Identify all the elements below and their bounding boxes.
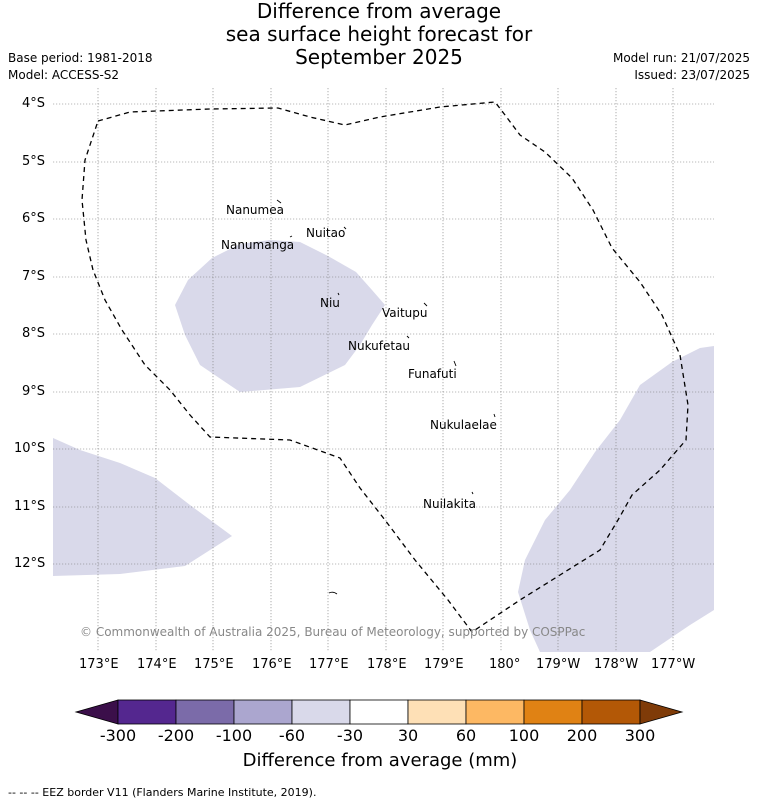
map-title: Difference from average sea surface heig… bbox=[0, 0, 758, 69]
lon-label-175e: 175°E bbox=[194, 657, 234, 672]
title-line-2: sea surface height forecast for bbox=[225, 22, 533, 46]
colorbar-extend-high bbox=[639, 699, 684, 725]
colorbar-bin bbox=[349, 699, 409, 725]
model-text: Model: ACCESS-S2 bbox=[8, 68, 120, 82]
colorbar-bin bbox=[117, 699, 177, 725]
colorbar-tick-label: 30 bbox=[397, 726, 419, 745]
place-label-nuilakita: Nuilakita bbox=[423, 497, 476, 511]
island-nanumea-marker bbox=[276, 199, 282, 204]
place-label-nukufetau: Nukufetau bbox=[348, 339, 411, 353]
island-nuilakita-marker bbox=[471, 491, 474, 495]
lon-label-178w: 178°W bbox=[594, 657, 639, 672]
colorbar-tick-label: -300 bbox=[99, 726, 137, 745]
lat-label-12s: 12°S bbox=[14, 556, 46, 571]
colorbar-bin bbox=[581, 699, 641, 725]
lon-label-178e: 178°E bbox=[367, 657, 407, 672]
island-niu-marker bbox=[337, 292, 340, 296]
lon-label-176e: 176°E bbox=[252, 657, 292, 672]
colorbar-extend-low bbox=[74, 699, 119, 725]
model-run-text: Model run: 21/07/2025 bbox=[612, 51, 750, 65]
colorbar-tick-label: -100 bbox=[215, 726, 253, 745]
lat-label-5s: 5°S bbox=[22, 154, 46, 169]
lon-label-179w: 179°W bbox=[536, 657, 581, 672]
anomaly-region-southwest bbox=[53, 438, 232, 576]
island-vaitupu-marker bbox=[423, 302, 428, 307]
base-period-text: Base period: 1981-2018 bbox=[8, 51, 153, 65]
eez-footnote: -- -- -- EEZ border V11 (Flanders Marine… bbox=[8, 786, 317, 799]
colorbar bbox=[74, 699, 684, 725]
anomaly-region-central bbox=[175, 240, 385, 392]
island-nanumanga-marker bbox=[289, 235, 293, 238]
lat-label-7s: 7°S bbox=[22, 269, 46, 284]
lat-label-4s: 4°S bbox=[22, 96, 46, 111]
title-line-3: September 2025 bbox=[295, 45, 463, 69]
title-line-1: Difference from average bbox=[256, 0, 502, 23]
copyright-notice: © Commonwealth of Australia 2025, Bureau… bbox=[80, 625, 586, 639]
lon-label-174e: 174°E bbox=[137, 657, 177, 672]
colorbar-tick-label: 200 bbox=[566, 726, 598, 745]
lat-label-11s: 11°S bbox=[14, 499, 46, 514]
colorbar-bin bbox=[291, 699, 351, 725]
colorbar-bin bbox=[465, 699, 525, 725]
place-label-nanumea: Nanumea bbox=[226, 203, 284, 217]
place-label-nukulaelae: Nukulaelae bbox=[430, 418, 497, 432]
island-nukufetau-marker bbox=[406, 335, 410, 339]
colorbar-bin bbox=[175, 699, 235, 725]
gridlines bbox=[53, 88, 714, 652]
colorbar-tick-label: -200 bbox=[157, 726, 195, 745]
reef-marker bbox=[328, 591, 338, 595]
lat-label-6s: 6°S bbox=[22, 211, 46, 226]
issued-text: Issued: 23/07/2025 bbox=[634, 68, 750, 82]
lon-label-179e: 179°E bbox=[424, 657, 464, 672]
eez-border bbox=[81, 101, 689, 633]
island-funafuti-marker bbox=[453, 360, 457, 367]
metadata-left: Base period: 1981-2018 Model: ACCESS-S2 bbox=[8, 50, 153, 84]
colorbar-tick-label: -30 bbox=[336, 726, 364, 745]
colorbar-tick-label: 300 bbox=[624, 726, 656, 745]
lon-label-177e: 177°E bbox=[309, 657, 349, 672]
metadata-right: Model run: 21/07/2025 Issued: 23/07/2025 bbox=[613, 50, 750, 84]
lon-label-177w: 177°W bbox=[651, 657, 696, 672]
place-label-nuitao: Nuitao bbox=[306, 226, 346, 240]
lon-label-180: 180° bbox=[489, 657, 521, 672]
colorbar-bin bbox=[233, 699, 293, 725]
anomaly-fill-layer bbox=[53, 240, 714, 652]
colorbar-label: Difference from average (mm) bbox=[242, 750, 518, 771]
colorbar-tick-label: 100 bbox=[508, 726, 540, 745]
lat-label-8s: 8°S bbox=[22, 326, 46, 341]
colorbar-tick-label: -60 bbox=[278, 726, 306, 745]
lat-label-10s: 10°S bbox=[14, 441, 46, 456]
island-nuitao-marker bbox=[343, 226, 347, 230]
colorbar-bin bbox=[523, 699, 583, 725]
place-label-vaitupu: Vaitupu bbox=[382, 306, 428, 320]
lat-label-9s: 9°S bbox=[22, 384, 46, 399]
island-markers bbox=[276, 199, 496, 595]
place-label-niu: Niu bbox=[320, 296, 340, 310]
colorbar-bin bbox=[407, 699, 467, 725]
island-nukulaelae-marker bbox=[493, 413, 496, 418]
place-label-nanumanga: Nanumanga bbox=[221, 238, 295, 252]
lon-label-173e: 173°E bbox=[79, 657, 119, 672]
place-label-funafuti: Funafuti bbox=[408, 367, 457, 381]
colorbar-tick-label: 60 bbox=[455, 726, 477, 745]
